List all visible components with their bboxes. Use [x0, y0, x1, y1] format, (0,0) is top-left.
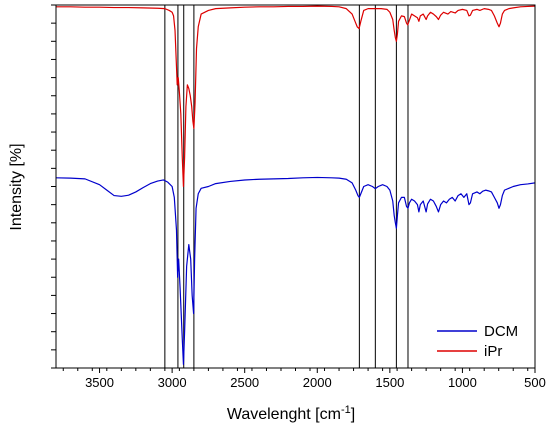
- legend-label-dcm: DCM: [484, 323, 518, 340]
- x-axis-ticks: 3500 3000 2500 2000 1500 1000 500: [62, 368, 546, 390]
- x-tick-label-500: 500: [524, 375, 546, 390]
- x-tick-label-2000: 2000: [303, 375, 332, 390]
- x-axis-title-end: ]: [351, 406, 355, 423]
- series-layer: [56, 5, 535, 365]
- x-tick-label-1500: 1500: [375, 375, 404, 390]
- x-tick-label-2500: 2500: [230, 375, 259, 390]
- legend: DCM iPr: [437, 323, 518, 360]
- y-axis-ticks: [51, 4, 56, 369]
- x-tick-label-3500: 3500: [85, 375, 114, 390]
- plot-frame: [55, 4, 536, 369]
- y-axis-title: Intensity [%]: [8, 143, 25, 230]
- x-axis-title: Wavelenght [cm-1]: [227, 404, 355, 423]
- x-axis-title-main: Wavelenght [cm: [227, 406, 341, 423]
- x-tick-label-1000: 1000: [448, 375, 477, 390]
- series-line-ipr: [56, 5, 535, 188]
- x-axis-title-superscript: -1: [341, 404, 351, 416]
- legend-label-ipr: iPr: [484, 343, 502, 360]
- x-tick-label-3000: 3000: [158, 375, 187, 390]
- series-line-dcm: [56, 176, 535, 365]
- plot-area: [56, 5, 535, 368]
